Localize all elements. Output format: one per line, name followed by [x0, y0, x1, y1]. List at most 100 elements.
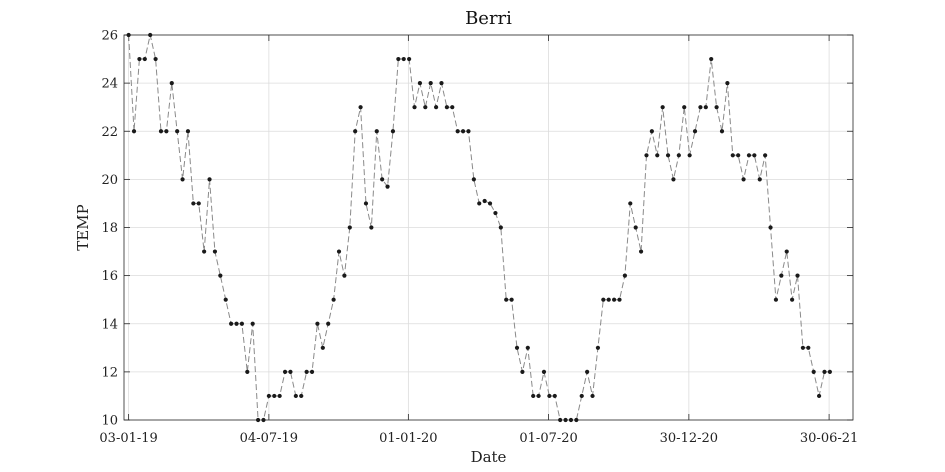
data-point [477, 201, 482, 206]
data-points [126, 32, 832, 423]
data-point [612, 297, 617, 302]
data-point [730, 153, 735, 158]
data-point [509, 297, 514, 302]
data-point [288, 369, 293, 374]
y-tick-label: 22 [101, 125, 118, 140]
data-point [585, 369, 590, 374]
y-tick-label: 16 [101, 269, 118, 284]
data-point [164, 129, 169, 134]
data-point [196, 201, 201, 206]
data-point [342, 273, 347, 278]
data-point [234, 321, 239, 326]
x-tick-label: 30-12-20 [660, 431, 718, 446]
data-point [245, 369, 250, 374]
data-point [725, 81, 730, 86]
data-point [741, 177, 746, 182]
data-point [763, 153, 768, 158]
data-point [795, 273, 800, 278]
data-point [272, 393, 277, 399]
data-point [175, 129, 180, 134]
data-point [768, 225, 773, 230]
data-point [158, 129, 164, 134]
x-tick-label: 04-07-19 [240, 431, 298, 446]
data-point [212, 249, 218, 254]
y-tick-label: 20 [101, 173, 118, 188]
data-point [207, 177, 212, 182]
data-point [504, 297, 509, 302]
data-point [665, 153, 671, 158]
data-point [347, 225, 352, 230]
data-point [353, 129, 358, 134]
data-point [390, 129, 396, 134]
data-point [628, 201, 633, 206]
grid [124, 34, 853, 421]
data-point [191, 201, 196, 206]
data-point [250, 321, 255, 326]
data-point [514, 345, 520, 350]
y-tick-label: 10 [101, 414, 118, 429]
data-point [401, 56, 406, 62]
data-point [773, 297, 779, 302]
data-point [180, 177, 185, 182]
data-point [590, 393, 595, 399]
data-point [568, 417, 574, 423]
data-point [563, 417, 568, 423]
data-point [277, 393, 282, 399]
data-point [471, 177, 476, 182]
y-tick-label: 26 [101, 29, 118, 44]
data-point [255, 417, 261, 423]
data-point [644, 153, 649, 158]
data-point [304, 369, 309, 374]
data-point [336, 249, 342, 254]
data-point [822, 369, 827, 374]
data-point [779, 273, 784, 278]
data-point [676, 153, 681, 158]
data-point [428, 81, 433, 86]
data-point [687, 153, 692, 158]
data-point [649, 129, 654, 134]
data-point [417, 81, 423, 86]
data-point [460, 129, 466, 134]
data-point [541, 369, 547, 374]
x-tick-label: 01-07-20 [519, 431, 577, 446]
data-point [229, 321, 234, 326]
data-point [525, 345, 530, 350]
data-point [434, 105, 439, 110]
data-point [315, 321, 320, 326]
y-tick-label: 14 [101, 317, 118, 332]
data-point [131, 129, 137, 134]
data-point [218, 273, 223, 278]
data-point [153, 56, 158, 62]
data-point [293, 393, 298, 399]
y-axis-title: TEMP [74, 204, 92, 250]
x-tick-label: 30-06-21 [800, 431, 858, 446]
data-point [380, 177, 385, 182]
data-point [363, 201, 369, 206]
data-point [558, 417, 563, 423]
data-point [202, 249, 207, 254]
data-point [407, 56, 412, 62]
data-point [655, 153, 660, 158]
data-point [784, 249, 789, 254]
data-point [622, 273, 628, 278]
data-point [752, 153, 757, 158]
data-point [396, 56, 401, 62]
data-point [142, 56, 147, 62]
data-point [606, 297, 611, 302]
data-point [450, 105, 455, 110]
data-point [126, 32, 131, 38]
x-axis-title: Date [471, 448, 507, 466]
data-point [638, 249, 644, 254]
data-point [800, 345, 806, 350]
data-point [423, 105, 428, 110]
data-point [455, 129, 460, 134]
data-point [223, 297, 228, 302]
data-point [374, 129, 379, 134]
x-tick-label: 01-01-20 [379, 431, 437, 446]
data-point [137, 56, 142, 62]
data-point [757, 177, 762, 182]
y-tick-label: 18 [101, 221, 118, 236]
data-point [444, 105, 449, 110]
